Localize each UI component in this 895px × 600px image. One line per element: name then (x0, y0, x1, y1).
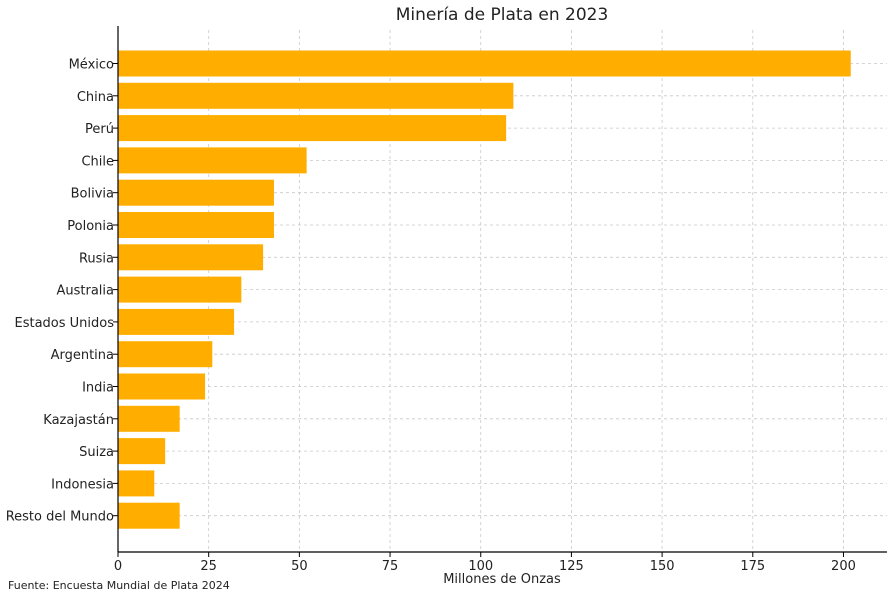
axes (113, 26, 887, 557)
category-labels: México China Perú Chile Bolivia Polonia Rusia A… (6, 58, 115, 525)
x-tick-label: 200 (831, 559, 856, 574)
bar (118, 244, 264, 271)
bar (118, 341, 213, 368)
category-label: Resto del Mundo (6, 510, 114, 525)
category-label: India (82, 381, 114, 396)
category-label: China (77, 90, 114, 105)
category-label: Argentina (51, 348, 114, 363)
x-tick-label: 125 (559, 559, 584, 574)
bar (118, 405, 180, 432)
bar (118, 502, 180, 529)
category-label: Indonesia (51, 477, 114, 492)
source-note: Fuente: Encuesta Mundial de Plata 2024 (8, 579, 230, 592)
x-tick-label: 100 (468, 559, 493, 574)
category-label: Bolivia (71, 187, 114, 202)
category-label: Rusia (79, 251, 114, 266)
bar (118, 82, 514, 109)
category-label: Chile (81, 154, 114, 169)
category-label: Kazajastán (43, 413, 114, 428)
bar (118, 276, 242, 303)
x-tick-label: 150 (650, 559, 675, 574)
x-tick-label: 50 (291, 559, 308, 574)
x-axis-label: Millones de Onzas (443, 572, 561, 587)
x-tick-label: 75 (382, 559, 399, 574)
category-label: Estados Unidos (14, 316, 114, 331)
bar (118, 212, 274, 238)
bar (118, 50, 851, 77)
bar (118, 373, 206, 400)
category-label: Australia (56, 284, 114, 299)
bar (118, 308, 235, 335)
category-label: Polonia (67, 219, 114, 234)
x-tick-labels: 0 25 50 75 100 125 150 175 200 (114, 559, 856, 574)
x-tick-label: 175 (740, 559, 765, 574)
bar (118, 438, 166, 465)
chart-title: Minería de Plata en 2023 (396, 5, 609, 25)
bar (118, 147, 307, 174)
x-tick-label: 0 (114, 559, 122, 574)
bar (118, 115, 507, 142)
category-label: Suiza (79, 445, 114, 460)
bars (118, 50, 851, 529)
category-label: México (69, 58, 114, 73)
x-tick-label: 25 (200, 559, 217, 574)
bar (118, 179, 274, 206)
bar (118, 470, 155, 497)
category-label: Perú (85, 122, 114, 137)
